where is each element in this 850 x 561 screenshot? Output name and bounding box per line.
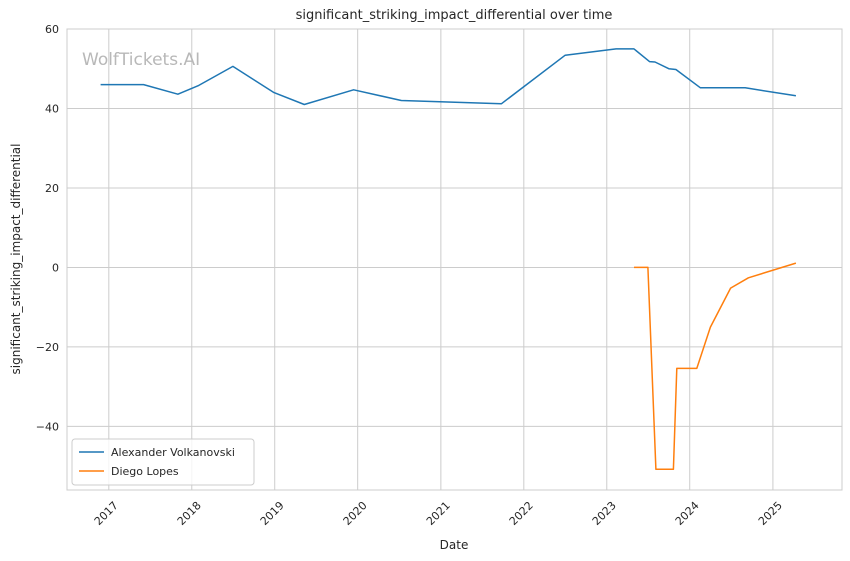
watermark-text: WolfTickets.AI: [82, 50, 200, 70]
legend-label-alexander-volkanovski: Alexander Volkanovski: [111, 446, 235, 459]
chart-title: significant_striking_impact_differential…: [296, 8, 613, 23]
y-tick-label: 60: [45, 23, 59, 36]
series-line-alexander-volkanovski: [100, 48, 797, 106]
y-axis-label: significant_striking_impact_differential: [9, 144, 23, 375]
y-tick-label: −20: [36, 341, 59, 354]
legend: Alexander Volkanovski Diego Lopes: [71, 438, 255, 486]
x-axis-label: Date: [440, 538, 469, 552]
plot-frame: [66, 28, 843, 491]
y-tick-label: −40: [36, 420, 59, 433]
series-line-diego-lopes: [634, 262, 797, 471]
y-tick-label: 40: [45, 102, 59, 115]
y-tick-label: 0: [52, 261, 59, 274]
legend-label-diego-lopes: Diego Lopes: [111, 465, 179, 478]
series-lines: [100, 48, 797, 471]
legend-box: [71, 438, 255, 486]
grid-lines: [67, 28, 842, 490]
y-tick-label: 20: [45, 182, 59, 195]
